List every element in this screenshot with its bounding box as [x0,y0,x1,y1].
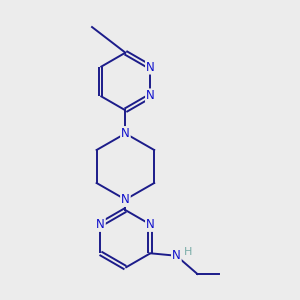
Text: N: N [96,218,105,231]
Text: N: N [146,61,155,74]
Text: H: H [183,247,192,256]
Text: N: N [172,249,181,262]
Text: N: N [146,218,155,231]
Text: N: N [121,193,130,206]
Text: N: N [146,89,155,102]
Text: N: N [121,127,130,140]
